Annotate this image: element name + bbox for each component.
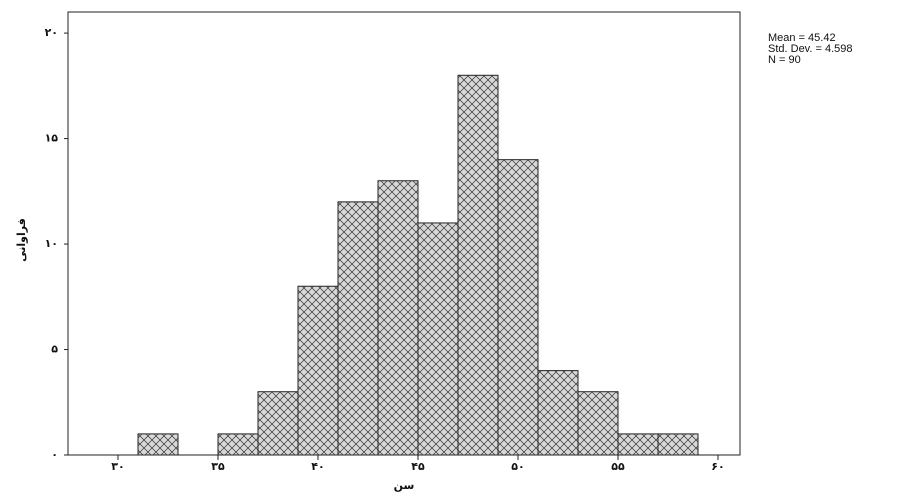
bar [138,434,178,455]
y-tick-label: ۵ [51,343,58,356]
x-tick-label: ۵۵ [611,460,625,473]
bar [298,286,338,455]
y-tick-label: ۲۰ [45,26,58,39]
page: سن فراوانی ۰۵۱۰۱۵۲۰۳۰۳۵۴۰۴۵۵۰۵۵۶۰Mean = … [0,0,906,498]
x-tick-label: ۶۰ [711,460,724,473]
x-tick-label: ۳۵ [211,460,225,473]
x-tick-label: ۳۰ [111,460,124,473]
bar [498,160,538,455]
y-tick-label: ۱۰ [45,237,58,250]
x-tick-label: ۵۰ [511,460,524,473]
bar [578,392,618,455]
y-axis-label: فراوانی [15,218,28,262]
bar [258,392,298,455]
y-tick-label: ۱۵ [45,132,59,145]
y-tick-label: ۰ [51,448,58,461]
bar [658,434,698,455]
x-axis-label: سن [394,479,415,492]
bar [538,371,578,455]
bar [378,181,418,455]
bar [458,75,498,455]
x-tick-label: ۴۰ [311,460,324,473]
bar [338,202,378,455]
bar [618,434,658,455]
bar [418,223,458,455]
x-tick-label: ۴۵ [411,460,425,473]
bar [218,434,258,455]
stats-annotation: N = 90 [768,54,801,66]
chart: سن فراوانی ۰۵۱۰۱۵۲۰۳۰۳۵۴۰۴۵۵۰۵۵۶۰Mean = … [0,0,906,498]
